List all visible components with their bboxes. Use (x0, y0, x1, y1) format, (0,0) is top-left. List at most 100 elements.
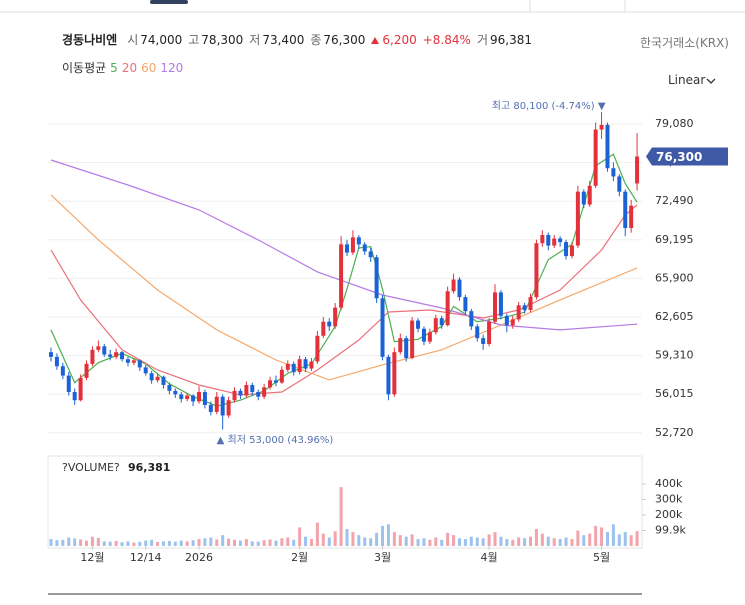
y-tick-label: 59,310 (655, 349, 694, 362)
quote-value: 78,300 (201, 33, 244, 47)
candle-body (581, 191, 586, 205)
quote-label: 시 (127, 33, 139, 47)
volume-bar (457, 538, 461, 546)
candle-body (90, 349, 95, 364)
volume-bar (173, 541, 177, 546)
volume-bar (304, 536, 308, 546)
volume-bar (339, 487, 343, 546)
candle-body (587, 185, 592, 205)
candle-body (593, 129, 598, 186)
candle-body (102, 346, 107, 355)
ma-legend-item: 60 (141, 61, 157, 75)
candle-body (564, 242, 569, 257)
volume-bar (138, 541, 142, 546)
volume-bar (167, 541, 171, 546)
candle-body (321, 321, 326, 336)
candle-body (131, 360, 136, 363)
candle-body (617, 176, 622, 192)
volume-bar (156, 541, 160, 546)
volume-bar (144, 540, 148, 546)
volume-bar (381, 525, 385, 546)
candle-body (575, 191, 580, 246)
volume-bar (440, 539, 444, 546)
candle-body (504, 315, 509, 326)
volume-tick-label: 200k (655, 508, 683, 521)
x-tick-label: 2월 (291, 551, 308, 564)
candle-body (558, 238, 563, 243)
volume-bar (540, 533, 544, 546)
candle-body (404, 338, 409, 359)
dropdown-chevron[interactable] (706, 78, 716, 84)
volume-bar (588, 533, 592, 546)
volume-bar (191, 540, 195, 546)
volume-bar (250, 541, 254, 546)
scale-select[interactable]: Linear (668, 73, 706, 87)
volume-bar (475, 537, 479, 546)
candle-body (303, 359, 308, 369)
volume-tick-label: 300k (655, 493, 683, 506)
high-annotation: 최고 80,100 (-4.74%) ▼ (492, 100, 606, 112)
volume-bar (363, 537, 367, 546)
candle-body (256, 392, 261, 397)
volume-bar (150, 539, 154, 546)
volume-bar (398, 535, 402, 546)
volume-tick-label: 99.9k (655, 524, 686, 537)
volume-bar (392, 532, 396, 546)
candle-body (72, 392, 77, 401)
candle-body (191, 395, 196, 402)
volume-bar (90, 536, 94, 546)
candle-body (605, 124, 610, 169)
candle-body (534, 243, 539, 298)
ma-legend-item: 5 (110, 61, 118, 75)
volume-panel (47, 455, 643, 549)
volume-bar (617, 534, 621, 546)
volume-tick-label: 400k (655, 477, 683, 490)
candle-body (386, 356, 391, 395)
candle-body (498, 292, 503, 316)
candle-body (54, 356, 59, 367)
candle-body (232, 390, 237, 401)
volume-bar (446, 532, 450, 546)
candle-body (66, 375, 71, 393)
volume-bar (221, 535, 225, 546)
candle-body (208, 404, 213, 412)
volume-bar (487, 534, 491, 546)
x-tick-label: 3월 (374, 551, 391, 564)
candle-body (350, 237, 355, 253)
volume-bar (79, 539, 83, 546)
price-tag-bg (646, 147, 728, 166)
candle-body (635, 156, 640, 184)
x-tick-label: 4월 (481, 551, 498, 564)
candle-body (345, 244, 349, 253)
candle-body (108, 354, 113, 357)
volume-bar (203, 538, 207, 546)
volume-bar (463, 539, 467, 546)
candle-body (238, 390, 243, 396)
volume-bar (564, 537, 568, 546)
volume-bar (499, 536, 503, 546)
candle-body (214, 396, 219, 412)
volume-bar (321, 533, 325, 546)
ma-line (50, 204, 638, 396)
ma-legend: 이동평균 5 20 60 120 (62, 59, 187, 76)
volume-bar (132, 542, 136, 546)
candle-body (161, 376, 166, 385)
candle-body (285, 363, 290, 370)
quote-value: 73,400 (262, 33, 305, 47)
volume-bar (96, 537, 100, 546)
change: 6,200 (382, 33, 417, 47)
volume-bar (469, 536, 473, 546)
volume-bar (298, 527, 302, 546)
volume-bar (386, 524, 390, 546)
volume-bar (493, 532, 497, 546)
exchange: 한국거래소(KRX) (640, 36, 729, 50)
candle-body (244, 384, 249, 396)
y-tick-label: 62,605 (655, 310, 694, 323)
volume-bar (635, 531, 639, 546)
quote-header: 경동나비엔 시 74,000 고 78,300 저 73,400 종 76,300 6,200 +8… (62, 31, 538, 48)
volume-bar (369, 538, 373, 546)
candle-body (475, 326, 480, 339)
volume-bar (61, 539, 65, 546)
volume-bar (517, 537, 521, 546)
